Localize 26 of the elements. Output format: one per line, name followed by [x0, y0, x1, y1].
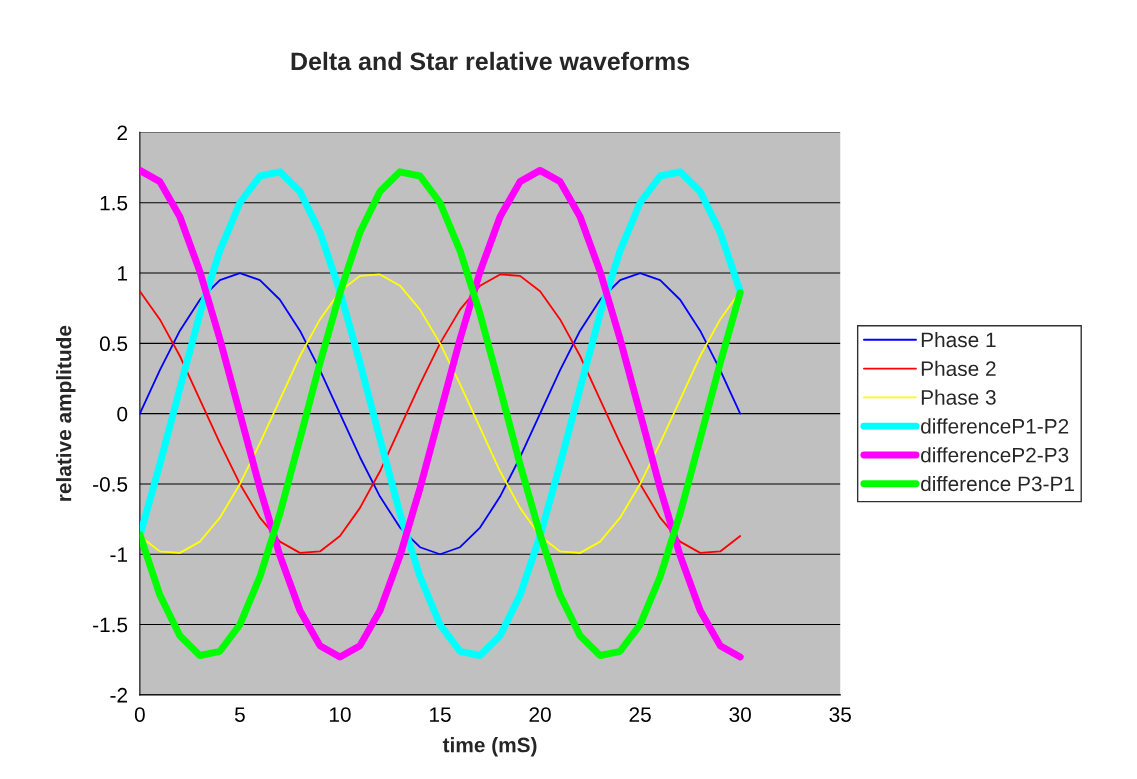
x-axis-title: time (mS)	[442, 737, 537, 757]
y-tick-label: 0	[117, 406, 128, 422]
legend-label: differenceP1-P2	[921, 418, 1069, 434]
y-tick-label: -1	[110, 547, 128, 562]
chart-title: Delta and Star relative waveforms	[291, 51, 690, 71]
x-tick-label: 10	[329, 707, 351, 722]
y-tick-label: 1.5	[100, 195, 128, 211]
legend-label: differenceP2-P3	[921, 447, 1069, 463]
y-tick-label: -0.5	[93, 476, 128, 492]
legend-label: Phase 3	[921, 389, 996, 405]
legend-label: Phase 2	[921, 360, 996, 377]
legend-label: difference P3-P1	[921, 475, 1074, 492]
y-tick-label: 2	[117, 125, 127, 140]
y-tick-label: -2	[110, 687, 127, 703]
y-tick-label: 1	[118, 266, 128, 281]
y-tick-label: 0.5	[99, 336, 128, 352]
x-tick-label: 5	[234, 707, 245, 722]
x-tick-label: 15	[430, 707, 451, 722]
x-tick-label: 20	[529, 707, 551, 722]
x-tick-label: 25	[629, 707, 651, 722]
y-axis-title: relative amplitude	[56, 325, 76, 501]
x-tick-label: 35	[829, 707, 851, 722]
legend-label: Phase 1	[921, 331, 996, 348]
x-tick-label: 30	[729, 707, 751, 722]
y-tick-label: -1.5	[93, 617, 128, 633]
x-tick-label: 0	[134, 707, 145, 722]
